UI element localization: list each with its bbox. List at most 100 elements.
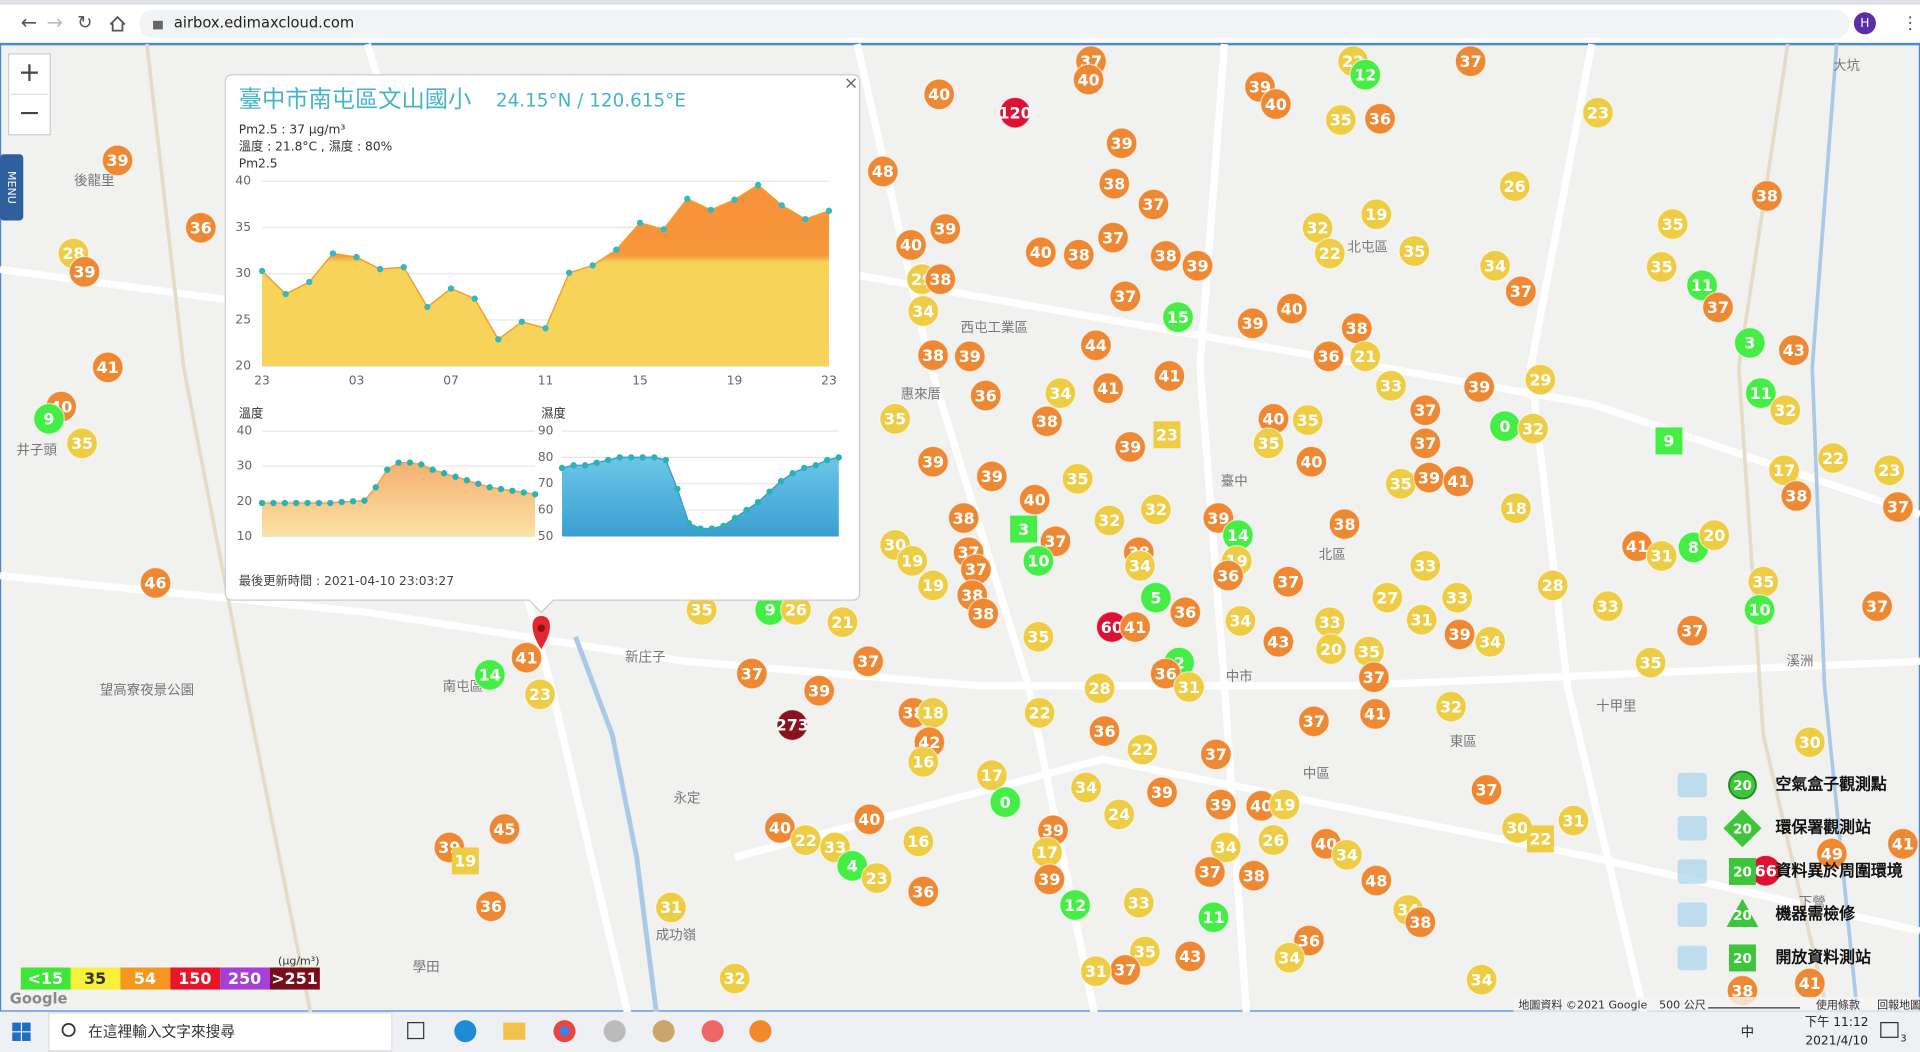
station-marker[interactable]: 35 bbox=[1291, 404, 1324, 436]
station-marker[interactable]: 48 bbox=[866, 155, 899, 188]
station-marker[interactable]: 32 bbox=[1769, 394, 1802, 427]
station-marker[interactable]: 35 bbox=[879, 402, 912, 435]
station-marker[interactable]: 34 bbox=[1209, 831, 1242, 864]
station-marker[interactable]: 31 bbox=[1080, 955, 1112, 988]
station-marker[interactable]: 39 bbox=[1146, 776, 1178, 809]
station-marker[interactable]: 39 bbox=[929, 213, 962, 245]
station-marker[interactable]: 37 bbox=[1861, 590, 1894, 623]
station-marker[interactable]: 32 bbox=[1301, 211, 1334, 244]
station-marker[interactable]: 31 bbox=[655, 891, 687, 924]
station-marker[interactable]: 41 bbox=[1793, 967, 1826, 1000]
station-marker[interactable]: 35 bbox=[1022, 620, 1055, 653]
station-marker[interactable]: 38 bbox=[924, 263, 957, 296]
forward-button[interactable]: → bbox=[47, 11, 63, 34]
station-marker[interactable]: 36 bbox=[1149, 657, 1182, 690]
station-marker[interactable]: 38 bbox=[1340, 312, 1373, 345]
station-marker[interactable]: 44 bbox=[1080, 329, 1112, 362]
station-marker[interactable]: 40 bbox=[853, 803, 886, 836]
station-marker[interactable]: 40 bbox=[923, 78, 956, 111]
station-marker[interactable]: 35 bbox=[1324, 104, 1357, 136]
station-marker[interactable]: 11 bbox=[1197, 901, 1230, 934]
station-marker[interactable]: 40 bbox=[1295, 445, 1328, 478]
station-marker[interactable]: 34 bbox=[1465, 963, 1498, 996]
station-marker[interactable]: 37 bbox=[1297, 705, 1330, 738]
station-marker[interactable]: 37 bbox=[1702, 291, 1734, 324]
station-marker[interactable]: 10 bbox=[1022, 544, 1055, 577]
station-marker[interactable]: 35 bbox=[1645, 251, 1678, 283]
station-marker[interactable]: 39 bbox=[1105, 127, 1138, 160]
station-marker[interactable]: 20 bbox=[1698, 519, 1731, 552]
station-marker[interactable]: 38 bbox=[1031, 405, 1063, 438]
station-marker[interactable]: 35 bbox=[685, 593, 718, 626]
station-marker[interactable]: 28 bbox=[1536, 569, 1569, 602]
station-marker[interactable]: 11 bbox=[1744, 377, 1777, 410]
station-marker[interactable]: 41 bbox=[1119, 611, 1152, 643]
station-marker[interactable]: 41 bbox=[1092, 372, 1125, 405]
station-marker[interactable]: 12 bbox=[1059, 889, 1092, 921]
app-icon[interactable] bbox=[603, 1020, 626, 1043]
station-marker[interactable]: 36 bbox=[1293, 924, 1325, 957]
station-marker[interactable]: 35 bbox=[1634, 646, 1667, 679]
station-marker[interactable]: 39 bbox=[68, 255, 101, 288]
station-marker[interactable]: 36 bbox=[969, 379, 1002, 412]
station-marker[interactable]: 37 bbox=[1504, 275, 1537, 308]
station-marker[interactable]: 9 bbox=[33, 402, 65, 435]
station-marker[interactable]: 38 bbox=[1780, 480, 1813, 512]
station-marker[interactable]: 22 bbox=[1817, 442, 1849, 474]
station-marker[interactable]: 34 bbox=[1224, 604, 1257, 637]
station-marker[interactable]: 40 bbox=[764, 811, 796, 844]
station-marker[interactable]: 9 bbox=[1655, 427, 1683, 455]
station-marker[interactable]: 28 bbox=[1083, 672, 1116, 705]
station-marker[interactable]: 31 bbox=[1557, 804, 1590, 837]
station-marker[interactable]: 39 bbox=[975, 460, 1008, 493]
station-marker[interactable]: 38 bbox=[1404, 906, 1437, 939]
station-marker[interactable]: 35 bbox=[66, 427, 98, 460]
station-marker[interactable]: 35 bbox=[1747, 565, 1780, 598]
station-marker[interactable]: 37 bbox=[1193, 856, 1226, 888]
station-marker[interactable]: 16 bbox=[902, 825, 935, 858]
station-marker[interactable]: 19 bbox=[1360, 198, 1393, 231]
station-marker[interactable]: 41 bbox=[510, 641, 543, 674]
station-marker[interactable]: 20 bbox=[1315, 633, 1347, 666]
zoom-out[interactable]: − bbox=[18, 97, 41, 128]
station-marker[interactable]: 34 bbox=[1124, 549, 1156, 582]
station-marker[interactable]: 45 bbox=[488, 813, 521, 846]
station-marker[interactable]: 39 bbox=[101, 144, 134, 177]
station-marker[interactable]: 37 bbox=[852, 645, 885, 678]
station-marker[interactable]: 23 bbox=[1153, 421, 1181, 449]
station-marker[interactable]: 35 bbox=[1128, 935, 1161, 968]
station-marker[interactable]: 41 bbox=[1886, 827, 1919, 860]
profile-avatar[interactable] bbox=[1853, 12, 1876, 35]
station-marker[interactable]: 38 bbox=[1098, 167, 1131, 200]
station-marker[interactable]: 22 bbox=[1023, 696, 1056, 729]
station-marker[interactable]: 14 bbox=[473, 658, 506, 691]
station-marker[interactable]: 34 bbox=[1273, 941, 1306, 974]
station-marker[interactable]: 27 bbox=[1371, 581, 1404, 614]
station-marker[interactable]: 36 bbox=[184, 211, 217, 244]
station-marker[interactable]: 33 bbox=[1591, 590, 1624, 623]
station-marker[interactable]: 11 bbox=[1686, 269, 1718, 302]
station-marker[interactable]: 33 bbox=[1375, 369, 1407, 402]
station-marker[interactable]: 37 bbox=[1409, 394, 1442, 427]
station-marker[interactable]: 37 bbox=[735, 657, 768, 690]
address-bar[interactable] bbox=[139, 9, 1849, 38]
station-marker[interactable]: 41 bbox=[1153, 360, 1186, 392]
station-marker[interactable]: 36 bbox=[1169, 596, 1202, 629]
station-marker[interactable]: 39 bbox=[803, 674, 836, 707]
station-marker[interactable]: 35 bbox=[1252, 427, 1285, 460]
station-marker[interactable]: 23 bbox=[524, 678, 556, 711]
station-marker[interactable]: 39 bbox=[1236, 307, 1269, 340]
station-marker[interactable]: 22 bbox=[1313, 237, 1346, 270]
station-marker[interactable]: 36 bbox=[907, 875, 940, 908]
station-marker[interactable]: 40 bbox=[895, 229, 927, 261]
station-marker[interactable]: 37 bbox=[1272, 565, 1305, 598]
station-marker[interactable]: 34 bbox=[1479, 249, 1512, 282]
station-marker[interactable]: 37 bbox=[1470, 773, 1503, 806]
station-marker[interactable]: 19 bbox=[896, 544, 929, 577]
station-marker[interactable]: 26 bbox=[780, 593, 812, 626]
station-marker[interactable]: 22 bbox=[1526, 825, 1554, 853]
location-pin[interactable] bbox=[532, 616, 550, 650]
station-marker[interactable]: 15 bbox=[1162, 301, 1194, 334]
ime-indicator[interactable]: 中 bbox=[1741, 1024, 1754, 1040]
station-marker[interactable]: 39 bbox=[1114, 431, 1147, 463]
